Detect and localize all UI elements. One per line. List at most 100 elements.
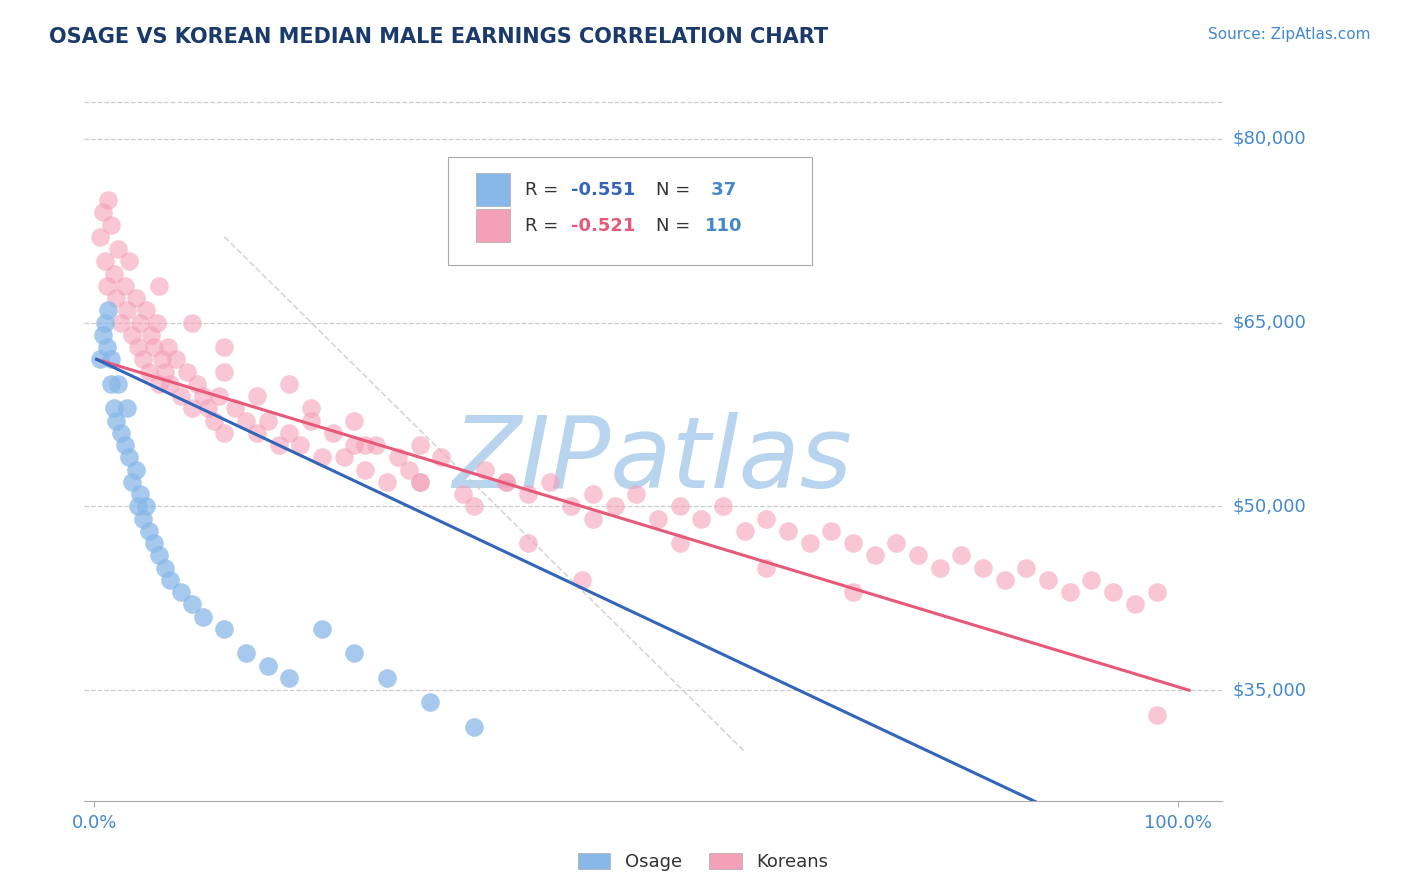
Point xyxy=(626,487,648,501)
Point xyxy=(121,327,143,342)
Text: N =: N = xyxy=(657,180,696,199)
Text: -0.551: -0.551 xyxy=(571,180,636,199)
Point xyxy=(124,462,146,476)
Point xyxy=(235,414,257,428)
Point xyxy=(734,524,756,538)
Point xyxy=(354,438,377,452)
Point xyxy=(89,229,111,244)
Point xyxy=(103,401,125,416)
Point xyxy=(105,414,128,428)
Point xyxy=(842,536,865,550)
Point xyxy=(181,598,204,612)
Point xyxy=(235,647,257,661)
Point xyxy=(110,425,132,440)
Point xyxy=(647,511,669,525)
Point xyxy=(278,671,301,685)
Point xyxy=(153,560,176,574)
Point xyxy=(907,549,929,563)
Point xyxy=(256,414,278,428)
Point xyxy=(1036,573,1059,587)
Point xyxy=(124,291,146,305)
Point xyxy=(1146,585,1168,599)
Point xyxy=(972,560,994,574)
Point xyxy=(148,376,170,391)
Point xyxy=(157,340,180,354)
Point xyxy=(118,254,141,268)
Point xyxy=(138,365,160,379)
Point xyxy=(135,500,157,514)
Point xyxy=(668,536,690,550)
Point xyxy=(1123,598,1146,612)
Point xyxy=(114,278,136,293)
Point xyxy=(463,720,485,734)
Point xyxy=(278,425,301,440)
Text: N =: N = xyxy=(657,217,696,235)
Point xyxy=(375,475,398,489)
Text: $50,000: $50,000 xyxy=(1233,498,1306,516)
Point xyxy=(150,352,173,367)
Point xyxy=(408,438,430,452)
Text: $65,000: $65,000 xyxy=(1233,314,1306,332)
Point xyxy=(100,352,122,367)
Point xyxy=(100,376,122,391)
Point xyxy=(129,487,152,501)
Point xyxy=(311,622,333,636)
Text: 37: 37 xyxy=(704,180,737,199)
Point xyxy=(332,450,354,465)
Text: OSAGE VS KOREAN MEDIAN MALE EARNINGS CORRELATION CHART: OSAGE VS KOREAN MEDIAN MALE EARNINGS COR… xyxy=(49,27,828,46)
Point xyxy=(127,500,149,514)
Point xyxy=(387,450,409,465)
Point xyxy=(246,425,269,440)
Point xyxy=(690,511,713,525)
Point xyxy=(186,376,208,391)
Point xyxy=(776,524,799,538)
Text: 110: 110 xyxy=(704,217,742,235)
Point xyxy=(148,549,170,563)
Point xyxy=(419,696,441,710)
Point xyxy=(91,327,114,342)
Point xyxy=(582,487,605,501)
Point xyxy=(110,316,132,330)
Point xyxy=(1080,573,1102,587)
Point xyxy=(430,450,453,465)
Point xyxy=(516,536,538,550)
Point xyxy=(668,500,690,514)
Point xyxy=(1102,585,1125,599)
Point xyxy=(299,414,322,428)
Point xyxy=(181,316,204,330)
Point xyxy=(322,425,344,440)
Point xyxy=(197,401,219,416)
Point xyxy=(191,389,214,403)
Point xyxy=(91,205,114,219)
Point xyxy=(118,450,141,465)
Point xyxy=(516,487,538,501)
Point xyxy=(214,340,236,354)
Point xyxy=(176,365,198,379)
Point xyxy=(208,389,231,403)
Point xyxy=(121,475,143,489)
Point xyxy=(582,511,605,525)
Point xyxy=(107,242,129,256)
Point xyxy=(105,291,128,305)
Point xyxy=(603,500,626,514)
Point xyxy=(94,254,117,268)
Point xyxy=(343,647,366,661)
Text: ZIPatlas: ZIPatlas xyxy=(453,412,852,509)
Point xyxy=(538,475,561,489)
Point xyxy=(143,536,166,550)
Legend: Osage, Koreans: Osage, Koreans xyxy=(571,846,835,879)
Point xyxy=(495,475,517,489)
Point xyxy=(97,303,120,318)
Point xyxy=(146,316,169,330)
Text: R =: R = xyxy=(524,217,564,235)
Point xyxy=(214,622,236,636)
Point xyxy=(129,316,152,330)
Point xyxy=(153,365,176,379)
Point xyxy=(143,340,166,354)
Point xyxy=(290,438,312,452)
Point xyxy=(267,438,290,452)
Point xyxy=(132,352,155,367)
Text: $35,000: $35,000 xyxy=(1233,681,1306,699)
Point xyxy=(495,475,517,489)
Point xyxy=(863,549,886,563)
